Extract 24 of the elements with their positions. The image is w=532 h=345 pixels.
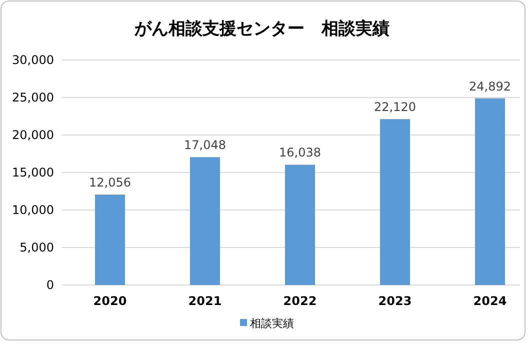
bar (380, 119, 410, 285)
x-tick-label: 2021 (188, 294, 222, 308)
x-tick-label: 2023 (378, 294, 412, 308)
data-label: 22,120 (374, 100, 416, 114)
data-label: 12,056 (89, 176, 131, 190)
bar (190, 157, 220, 285)
bar (95, 194, 125, 285)
y-tick-label: 30,000 (12, 53, 54, 67)
x-tick-label: 2020 (93, 294, 127, 308)
x-tick-label: 2022 (283, 294, 317, 308)
bar (475, 98, 505, 285)
data-label: 16,038 (279, 146, 321, 160)
chart-title: がん相談支援センター 相談実績 (134, 19, 390, 39)
data-label: 24,892 (469, 79, 511, 94)
legend-label: 相談実績 (250, 317, 294, 330)
data-label: 17,048 (184, 138, 226, 152)
y-tick-label: 0 (46, 278, 54, 292)
y-tick-label: 10,000 (12, 203, 54, 217)
y-tick-label: 25,000 (12, 90, 54, 104)
y-tick-label: 20,000 (12, 128, 54, 142)
y-tick-label: 5,000 (20, 240, 54, 254)
x-tick-label: 2024 (473, 294, 507, 308)
y-tick-label: 15,000 (12, 166, 54, 180)
bar (285, 164, 315, 285)
